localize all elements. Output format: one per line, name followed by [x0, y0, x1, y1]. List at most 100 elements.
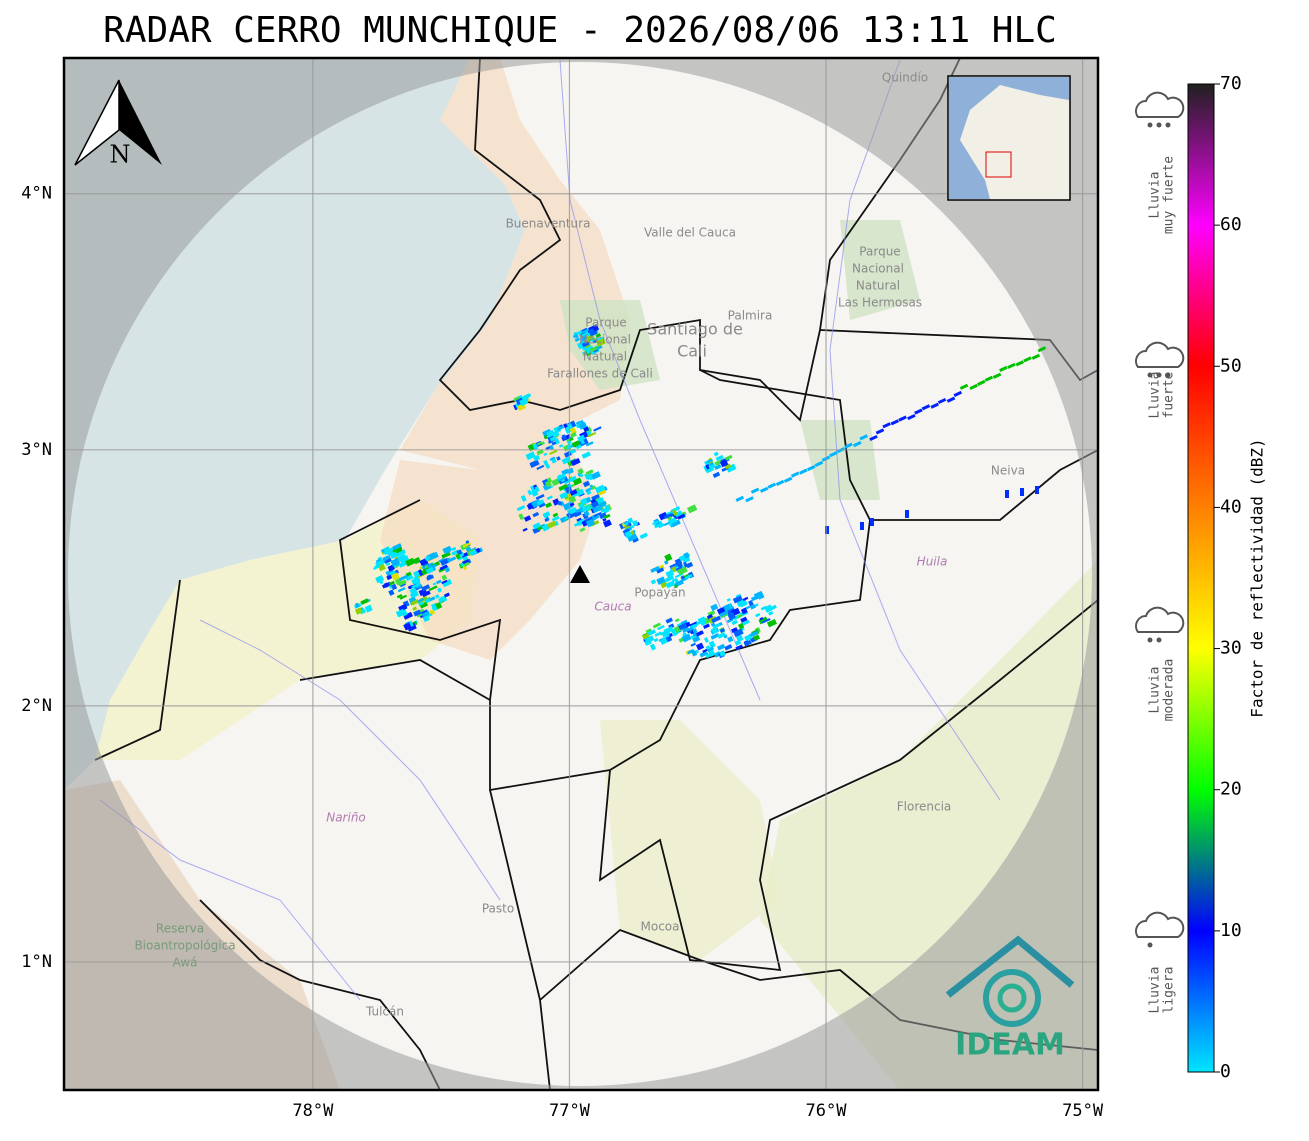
echo	[759, 486, 769, 493]
echo	[439, 564, 448, 571]
echo	[522, 527, 528, 532]
echo	[664, 575, 675, 583]
echo	[984, 375, 994, 382]
echo	[715, 454, 724, 461]
echo	[766, 619, 777, 628]
echo	[455, 553, 461, 560]
place: Farallones de Cali	[547, 367, 653, 381]
echo	[409, 591, 419, 599]
echo	[435, 601, 443, 610]
logo: IDEAM	[945, 935, 1075, 1063]
echo	[719, 650, 726, 657]
rain-drop	[1165, 372, 1171, 378]
colorbar-label: Factor de reflectividad (dBZ)	[1248, 438, 1267, 717]
echo	[441, 579, 448, 585]
echo	[1015, 360, 1025, 367]
echo	[552, 512, 559, 518]
echo	[399, 574, 408, 581]
echo	[549, 456, 556, 461]
echo	[829, 451, 838, 458]
colorbar-tick-label: 60	[1220, 214, 1242, 235]
echo	[390, 583, 398, 591]
rain-drop	[1147, 372, 1153, 378]
echo	[723, 603, 732, 612]
echo	[674, 631, 679, 636]
echo	[592, 504, 603, 514]
echo	[713, 451, 719, 457]
colorbar-tick-label: 0	[1220, 1061, 1231, 1082]
echo	[727, 611, 733, 618]
echo	[588, 328, 595, 335]
echo	[403, 611, 414, 620]
echo	[644, 635, 655, 644]
echo	[585, 518, 595, 528]
echo	[557, 475, 567, 482]
echo	[399, 594, 408, 600]
echo	[758, 616, 769, 625]
echo	[684, 574, 693, 580]
echo	[930, 402, 939, 409]
graticule	[64, 58, 1098, 1090]
echo	[564, 516, 569, 521]
echo	[536, 464, 545, 470]
echo	[724, 463, 732, 470]
echo	[959, 383, 969, 390]
echo	[407, 584, 414, 590]
echo	[375, 575, 385, 584]
echo	[392, 543, 402, 551]
echo	[546, 495, 553, 500]
echo	[671, 577, 678, 583]
echo	[434, 594, 440, 599]
echo	[408, 620, 414, 628]
echo	[558, 484, 568, 492]
echo	[518, 513, 525, 521]
echo	[397, 551, 402, 556]
echo	[624, 522, 629, 526]
echo	[536, 449, 544, 456]
rain-drop	[1165, 122, 1171, 128]
echo	[627, 533, 638, 542]
echo	[378, 563, 386, 572]
echo	[743, 639, 752, 647]
echo	[561, 434, 567, 441]
echo	[549, 449, 558, 456]
place: Florencia	[897, 800, 952, 814]
echo	[428, 585, 438, 592]
place: Nariño	[326, 811, 366, 825]
lon-tick-label: 77°W	[549, 1101, 591, 1121]
echo	[706, 458, 713, 464]
echo	[731, 627, 738, 634]
echo	[726, 598, 731, 602]
rain-label: moderada	[1162, 659, 1177, 722]
logo-text: IDEAM	[955, 1028, 1065, 1063]
lat-tick-label: 2°N	[21, 696, 52, 716]
echo	[424, 565, 429, 569]
echo	[682, 632, 687, 637]
echo	[905, 510, 909, 518]
echo	[677, 562, 683, 568]
echo	[576, 488, 585, 497]
echo	[569, 432, 577, 438]
echo	[385, 562, 391, 567]
echo	[557, 474, 562, 478]
echo	[674, 618, 680, 623]
echo	[844, 442, 853, 449]
echo	[581, 504, 592, 513]
echo	[585, 441, 594, 447]
echo	[692, 628, 698, 634]
place: Parque	[585, 316, 626, 330]
echo	[593, 426, 602, 432]
echo	[737, 601, 745, 608]
echo	[890, 419, 900, 426]
rain-label: ligera	[1162, 967, 1177, 1014]
echo	[388, 589, 395, 596]
echo	[570, 457, 581, 466]
echo	[1037, 346, 1047, 353]
echo	[462, 542, 471, 548]
echo	[596, 338, 606, 347]
echo	[661, 629, 671, 638]
echo	[551, 515, 560, 522]
echo	[579, 527, 586, 533]
echo	[814, 460, 824, 468]
echo	[1035, 486, 1039, 494]
